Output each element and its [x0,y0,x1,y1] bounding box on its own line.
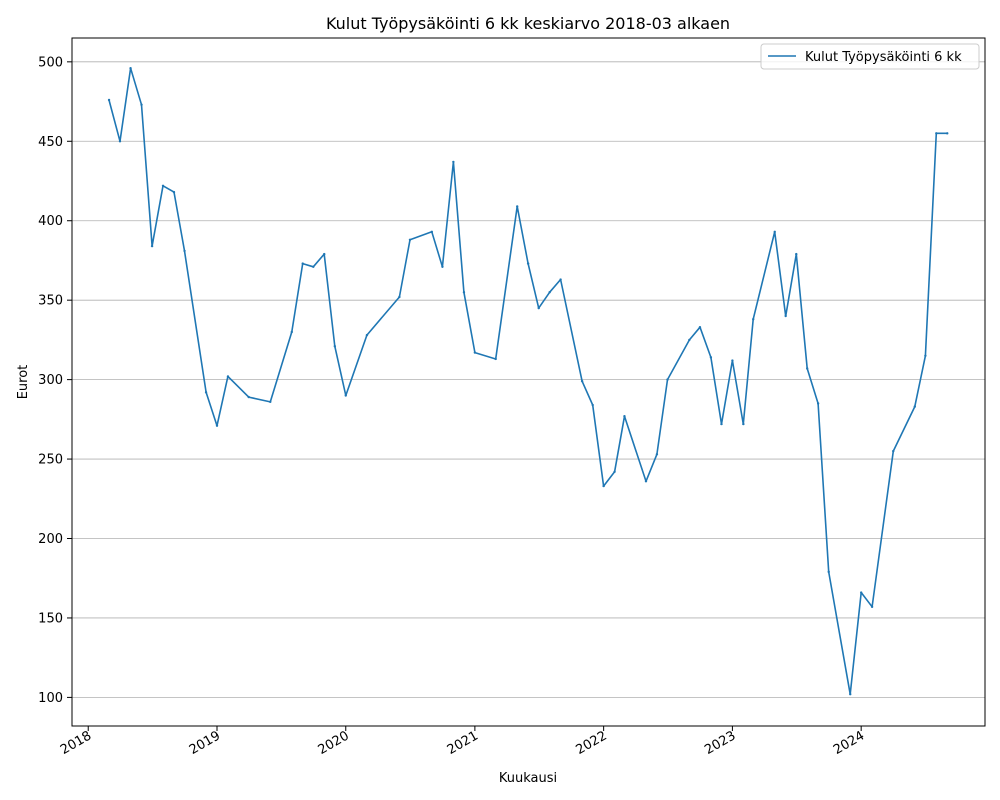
data-point [161,184,165,187]
data-point [742,422,745,426]
data-point [247,395,250,399]
data-point [150,244,154,248]
legend-box [760,43,980,70]
data-point [752,318,755,321]
y-axis-label: Eurot [16,365,31,400]
data-point [805,367,809,370]
data-point [935,132,938,135]
data-point [226,375,230,378]
y-tick-label: 300 [38,373,63,388]
x-axis: 2018 2019 2020 2021 2022 2023 2024 [58,726,867,758]
data-point [924,354,927,357]
gridlines [72,61,985,698]
data-point [784,314,787,318]
data-point [215,424,219,427]
data-point [537,306,540,310]
series-line [108,67,948,695]
data-point [526,262,530,265]
y-tick-label: 350 [38,294,63,309]
data-point [462,291,466,294]
x-tick-label: 2021 [445,728,481,758]
data-point [494,357,497,361]
data-point [301,262,304,265]
data-point [688,338,691,342]
legend: Kulut Työpysäköinti 6 kk [760,43,980,70]
data-point [580,380,584,383]
data-point [870,605,874,609]
x-tick-label: 2018 [58,728,94,758]
data-point [816,402,820,405]
data-point [892,449,895,453]
data-point [795,252,798,256]
data-point [827,570,830,574]
data-point [548,291,551,294]
x-tick-label: 2023 [702,728,738,758]
y-tick-label: 400 [38,214,63,229]
data-point [946,132,949,135]
data-point [452,160,455,164]
x-tick-label: 2020 [316,728,352,758]
data-point [333,345,337,348]
data-points [107,66,949,696]
chart-title: Kulut Työpysäköinti 6 kk keskiarvo 2018-… [326,14,730,33]
data-point [913,405,916,408]
y-tick-label: 250 [38,453,63,468]
data-point [129,66,132,70]
data-point [107,98,111,102]
data-point [591,403,594,407]
legend-label: Kulut Työpysäköinti 6 kk [805,50,962,65]
data-point [365,333,369,337]
data-point [709,356,713,359]
data-point [602,484,605,488]
data-point [183,249,186,253]
data-point [441,265,444,269]
data-point [720,422,723,426]
data-point [773,230,776,234]
data-point [559,278,562,281]
data-point [644,480,648,483]
data-point [430,230,434,234]
data-point [516,205,519,208]
data-point [118,140,122,143]
y-tick-label: 200 [38,532,63,547]
x-axis-label: Kuukausi [499,771,557,786]
data-point [698,325,702,329]
data-point [849,693,852,696]
data-point [859,591,863,594]
y-tick-label: 100 [38,691,63,706]
data-point [323,252,326,256]
data-point [269,400,272,404]
data-point [204,391,208,394]
data-point [398,295,401,299]
data-point [473,351,477,354]
data-point [344,394,347,397]
y-tick-label: 450 [38,135,63,150]
data-point [408,238,412,241]
data-point [731,359,734,362]
data-point [623,414,626,418]
data-point [655,453,659,456]
data-point [613,470,616,473]
data-point [666,378,669,381]
y-tick-label: 150 [38,611,63,626]
x-tick-label: 2022 [573,728,609,758]
plot-area-frame [71,37,986,727]
y-tick-label: 500 [38,55,63,70]
x-tick-label: 2024 [831,728,867,758]
data-point [290,330,293,334]
x-tick-label: 2019 [187,728,223,758]
data-point [140,103,143,106]
data-point [312,265,315,269]
data-point [172,190,176,194]
y-axis: 100 150 200 250 300 350 400 450 500 [38,55,72,706]
